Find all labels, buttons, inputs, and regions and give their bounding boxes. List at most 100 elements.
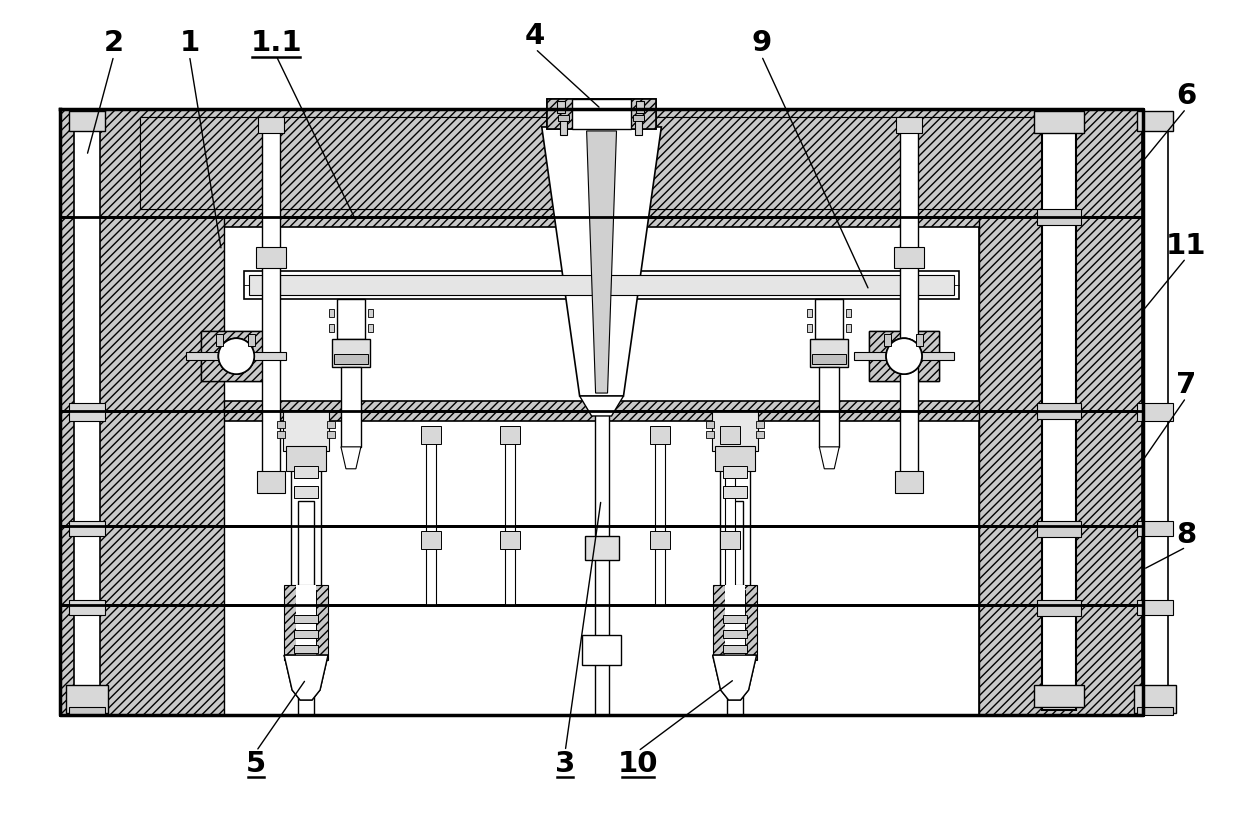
Bar	[811, 339, 848, 367]
Bar	[755, 421, 764, 428]
Text: 9: 9	[751, 29, 771, 57]
Bar	[655, 431, 665, 606]
Circle shape	[887, 338, 923, 374]
Bar	[723, 485, 746, 498]
Bar	[727, 590, 743, 650]
Bar	[869, 331, 939, 381]
Bar	[217, 334, 223, 346]
Polygon shape	[579, 396, 624, 416]
Bar	[60, 606, 1143, 715]
Bar	[294, 646, 317, 653]
Bar	[846, 324, 851, 333]
Bar	[501, 531, 521, 549]
Bar	[1037, 600, 1081, 616]
Bar	[978, 525, 1143, 606]
Bar	[140, 117, 1064, 209]
Bar	[60, 525, 224, 606]
Bar	[559, 117, 567, 135]
Bar	[582, 635, 621, 665]
Bar	[201, 331, 272, 381]
Bar	[706, 431, 714, 438]
Bar	[69, 403, 104, 421]
Bar	[278, 421, 285, 428]
Bar	[60, 216, 224, 411]
Bar	[978, 606, 1143, 715]
Bar	[714, 446, 754, 471]
Bar	[186, 352, 286, 360]
Bar	[262, 411, 280, 491]
Bar	[807, 324, 812, 333]
Bar	[66, 685, 108, 713]
Bar	[854, 352, 954, 360]
Polygon shape	[284, 655, 329, 700]
Bar	[60, 109, 1143, 715]
Bar	[807, 309, 812, 317]
Text: 1: 1	[180, 29, 200, 57]
Circle shape	[887, 338, 923, 374]
Bar	[1137, 707, 1173, 715]
Bar	[894, 246, 924, 268]
Bar	[286, 446, 326, 471]
Bar	[634, 115, 645, 121]
Bar	[329, 324, 334, 333]
Bar	[572, 99, 631, 129]
Bar	[1135, 685, 1176, 713]
Text: 1.1: 1.1	[250, 29, 303, 57]
Bar	[1137, 520, 1173, 536]
Bar	[262, 121, 280, 411]
Bar	[557, 101, 564, 113]
Bar	[501, 426, 521, 444]
Text: 3: 3	[556, 750, 575, 778]
Text: 4: 4	[526, 22, 546, 50]
Bar	[1137, 600, 1173, 615]
Text: 2: 2	[104, 29, 124, 57]
Bar	[329, 309, 334, 317]
Bar	[1037, 209, 1081, 224]
Bar	[584, 536, 619, 560]
Bar	[341, 367, 361, 447]
Bar	[820, 367, 839, 447]
Bar	[723, 615, 746, 624]
Text: 7: 7	[1176, 371, 1197, 399]
Bar	[425, 431, 435, 606]
Bar	[1037, 520, 1081, 537]
Bar	[278, 431, 285, 438]
Polygon shape	[341, 447, 361, 469]
Bar	[1037, 403, 1081, 419]
Bar	[69, 520, 104, 536]
Bar	[978, 216, 1143, 411]
Bar	[294, 485, 317, 498]
Bar	[846, 309, 851, 317]
Bar	[719, 411, 749, 606]
Bar	[650, 531, 670, 549]
Bar	[291, 411, 321, 606]
Bar	[723, 646, 746, 653]
Bar	[869, 331, 939, 381]
Bar	[724, 431, 734, 606]
Bar	[706, 421, 714, 428]
Bar	[69, 707, 104, 715]
Bar	[224, 421, 978, 525]
Bar	[283, 411, 329, 451]
Bar	[978, 411, 1143, 525]
Bar	[812, 354, 846, 364]
Bar	[897, 117, 923, 133]
Bar	[60, 216, 1143, 411]
Bar	[1142, 114, 1168, 710]
Bar	[332, 339, 370, 367]
Bar	[248, 334, 255, 346]
Bar	[244, 272, 959, 299]
Bar	[723, 630, 746, 638]
Polygon shape	[587, 131, 616, 393]
Bar	[712, 411, 758, 451]
Bar	[723, 466, 746, 478]
Bar	[296, 585, 316, 660]
Bar	[420, 531, 440, 549]
Bar	[201, 331, 272, 381]
Bar	[635, 117, 642, 135]
Bar	[294, 466, 317, 478]
Bar	[1034, 111, 1085, 133]
Bar	[420, 426, 440, 444]
Text: 6: 6	[1176, 82, 1197, 110]
Bar	[727, 501, 743, 715]
